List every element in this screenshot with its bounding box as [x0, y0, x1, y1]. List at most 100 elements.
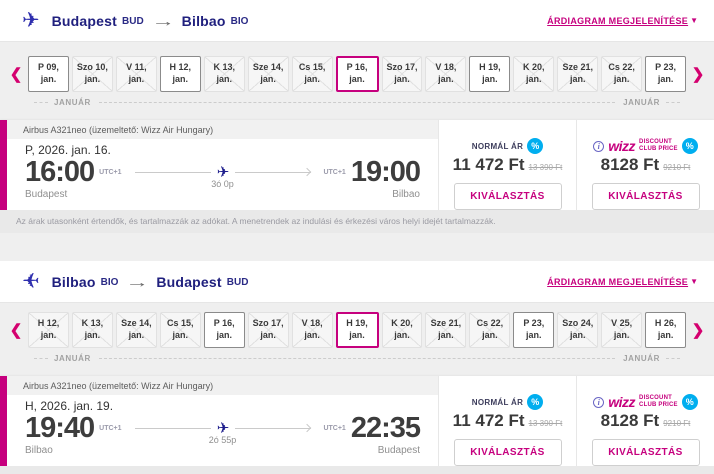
date-tile[interactable]: Cs 15, jan. — [159, 311, 201, 348]
departure-time: 19:40 — [25, 412, 95, 444]
return-section: ✈ Bilbao BIO → Budapest BUD ÁRDIAGRAM ME… — [0, 261, 714, 474]
date-tile[interactable]: P 16, jan. — [335, 55, 379, 92]
plane-icon: ✈ — [22, 270, 40, 293]
month-ruler: JANUÁR JANUÁR — [0, 350, 714, 366]
arrival-timezone: UTC+1 — [323, 168, 346, 176]
arrival-city: Bilbao — [392, 189, 420, 201]
aircraft-info: Airbus A321neo (üzemeltető: Wizz Air Hun… — [7, 376, 438, 395]
departure-city: Budapest — [25, 189, 68, 201]
price-chart-link[interactable]: ÁRDIAGRAM MEGJELENÍTÉSE — [547, 15, 689, 26]
flight-duration: 3ó 0p — [211, 179, 234, 190]
plane-icon: ✈ — [216, 419, 230, 437]
date-tile[interactable]: V 25, jan. — [601, 311, 643, 348]
club-label-line1: DISCOUNT — [639, 395, 672, 402]
date-tile[interactable]: Cs 22, jan. — [469, 311, 511, 348]
flight-info: Airbus A321neo (üzemeltető: Wizz Air Hun… — [7, 376, 438, 466]
arrival-city: Budapest — [377, 445, 420, 457]
date-tile[interactable]: P 16, jan. — [203, 311, 245, 348]
date-tile[interactable]: K 13, jan. — [203, 55, 245, 92]
select-normal-button[interactable]: KIVÁLASZTÁS — [453, 183, 562, 210]
carousel-prev-button[interactable]: ❮ — [9, 65, 23, 83]
club-label-line2: CLUB PRICE — [639, 146, 678, 152]
date-tile[interactable]: P 23, jan. — [513, 311, 555, 348]
date-tile[interactable]: Szo 17, jan. — [381, 55, 423, 92]
date-tile[interactable]: Cs 15, jan. — [291, 55, 333, 92]
plane-icon: ✈ — [216, 163, 230, 181]
origin-code: BUD — [122, 15, 144, 27]
date-tile[interactable]: Sze 14, jan. — [247, 55, 289, 92]
date-tile[interactable]: Szo 24, jan. — [557, 311, 599, 348]
info-icon[interactable]: i — [593, 140, 605, 152]
date-tile[interactable]: K 20, jan. — [513, 55, 555, 92]
date-tile[interactable]: H 26, jan. — [645, 311, 687, 348]
month-ruler: JANUÁR JANUÁR — [0, 94, 714, 110]
flight-path: ✈ 3ó 0p — [134, 157, 312, 190]
flight-card: Airbus A321neo (üzemeltető: Wizz Air Hun… — [0, 120, 714, 210]
flight-duration: 2ó 55p — [208, 435, 237, 446]
normal-price-column: NORMÁL ÁR % 11 472 Ft 13 390 Ft KIVÁLASZ… — [438, 120, 576, 210]
date-tile[interactable]: K 13, jan. — [71, 311, 113, 348]
month-label-right: JANUÁR — [623, 353, 660, 363]
date-carousel: ❮ H 12, jan. K 13, jan. Sze 14, jan. Cs 15, jan… — [0, 311, 714, 348]
date-tile[interactable]: P 23, jan. — [645, 55, 687, 92]
month-label-left: JANUÁR — [54, 97, 91, 107]
date-tile[interactable]: H 19, jan. — [335, 311, 379, 348]
flight-date: P, 2026. jan. 16. — [25, 143, 111, 157]
arrival-time: 19:00 — [350, 156, 421, 188]
departure-timezone: UTC+1 — [99, 168, 122, 176]
flight-date: H, 2026. jan. 19. — [25, 399, 114, 413]
date-tile[interactable]: Szo 17, jan. — [247, 311, 289, 348]
arrival-time: 22:35 — [350, 412, 421, 444]
date-tile[interactable]: V 18, jan. — [291, 311, 333, 348]
club-label-line2: CLUB PRICE — [639, 402, 678, 408]
date-tile[interactable]: H 12, jan. — [159, 55, 201, 92]
month-label-right: JANUÁR — [623, 97, 660, 107]
date-tile[interactable]: Sze 21, jan. — [557, 55, 599, 92]
route-arrow-icon: → — [150, 12, 175, 29]
club-price: 8128 Ft — [600, 155, 660, 174]
arrowhead-icon — [303, 423, 312, 433]
date-tile[interactable]: P 09, jan. — [28, 55, 69, 92]
normal-price-label: NORMÁL ÁR — [471, 141, 524, 151]
date-tile[interactable]: H 19, jan. — [469, 55, 511, 92]
wizz-logo: wizz — [608, 138, 636, 154]
select-club-button[interactable]: KIVÁLASZTÁS — [591, 183, 700, 210]
price-disclaimer: Az árak utasonként értendők, és tartalma… — [0, 210, 714, 233]
date-tiles: H 12, jan. K 13, jan. Sze 14, jan. Cs 15, jan. P… — [28, 311, 687, 348]
destination-city: Budapest — [156, 273, 222, 290]
normal-old-price: 13 390 Ft — [528, 419, 563, 428]
carousel-next-button[interactable]: ❯ — [691, 65, 705, 83]
date-tile[interactable]: K 20, jan. — [381, 311, 423, 348]
plane-icon: ✈ — [22, 9, 40, 32]
info-icon[interactable]: i — [593, 396, 605, 408]
club-price-column: i wizz DISCOUNT CLUB PRICE % 8128 Ft 921… — [576, 376, 714, 466]
select-normal-button[interactable]: KIVÁLASZTÁS — [453, 439, 562, 466]
percent-badge-icon: % — [527, 394, 544, 410]
club-old-price: 9210 Ft — [663, 163, 691, 172]
carousel-prev-button[interactable]: ❮ — [9, 321, 23, 339]
normal-price: 11 472 Ft — [452, 411, 525, 430]
date-tile[interactable]: Szo 10, jan. — [71, 55, 113, 92]
departure-time: 16:00 — [25, 156, 95, 188]
date-tile[interactable]: Sze 21, jan. — [425, 311, 467, 348]
route-header: ✈ Bilbao BIO → Budapest BUD ÁRDIAGRAM ME… — [0, 261, 714, 303]
club-price-column: i wizz DISCOUNT CLUB PRICE % 8128 Ft 921… — [576, 120, 714, 210]
date-tiles: P 09, jan. Szo 10, jan. V 11, jan. H 12, jan. K … — [28, 55, 687, 92]
club-old-price: 9210 Ft — [663, 419, 691, 428]
date-tile[interactable]: Cs 22, jan. — [601, 55, 643, 92]
flight-info: Airbus A321neo (üzemeltető: Wizz Air Hun… — [7, 120, 438, 210]
route-header: ✈ Budapest BUD → Bilbao BIO ÁRDIAGRAM ME… — [0, 0, 714, 42]
route-arrow-icon: → — [125, 273, 150, 290]
date-tile[interactable]: H 12, jan. — [28, 311, 69, 348]
carousel-next-button[interactable]: ❯ — [691, 321, 705, 339]
departure-timezone: UTC+1 — [99, 424, 122, 432]
percent-badge-icon: % — [527, 138, 544, 154]
price-chart-link[interactable]: ÁRDIAGRAM MEGJELENÍTÉSE — [547, 276, 689, 287]
select-club-button[interactable]: KIVÁLASZTÁS — [591, 439, 700, 466]
club-label-line1: DISCOUNT — [639, 139, 672, 146]
date-tile[interactable]: V 18, jan. — [425, 55, 467, 92]
date-tile[interactable]: Sze 14, jan. — [115, 311, 157, 348]
flight-path: ✈ 2ó 55p — [134, 413, 312, 446]
date-tile[interactable]: V 11, jan. — [115, 55, 157, 92]
percent-badge-icon: % — [681, 394, 698, 410]
